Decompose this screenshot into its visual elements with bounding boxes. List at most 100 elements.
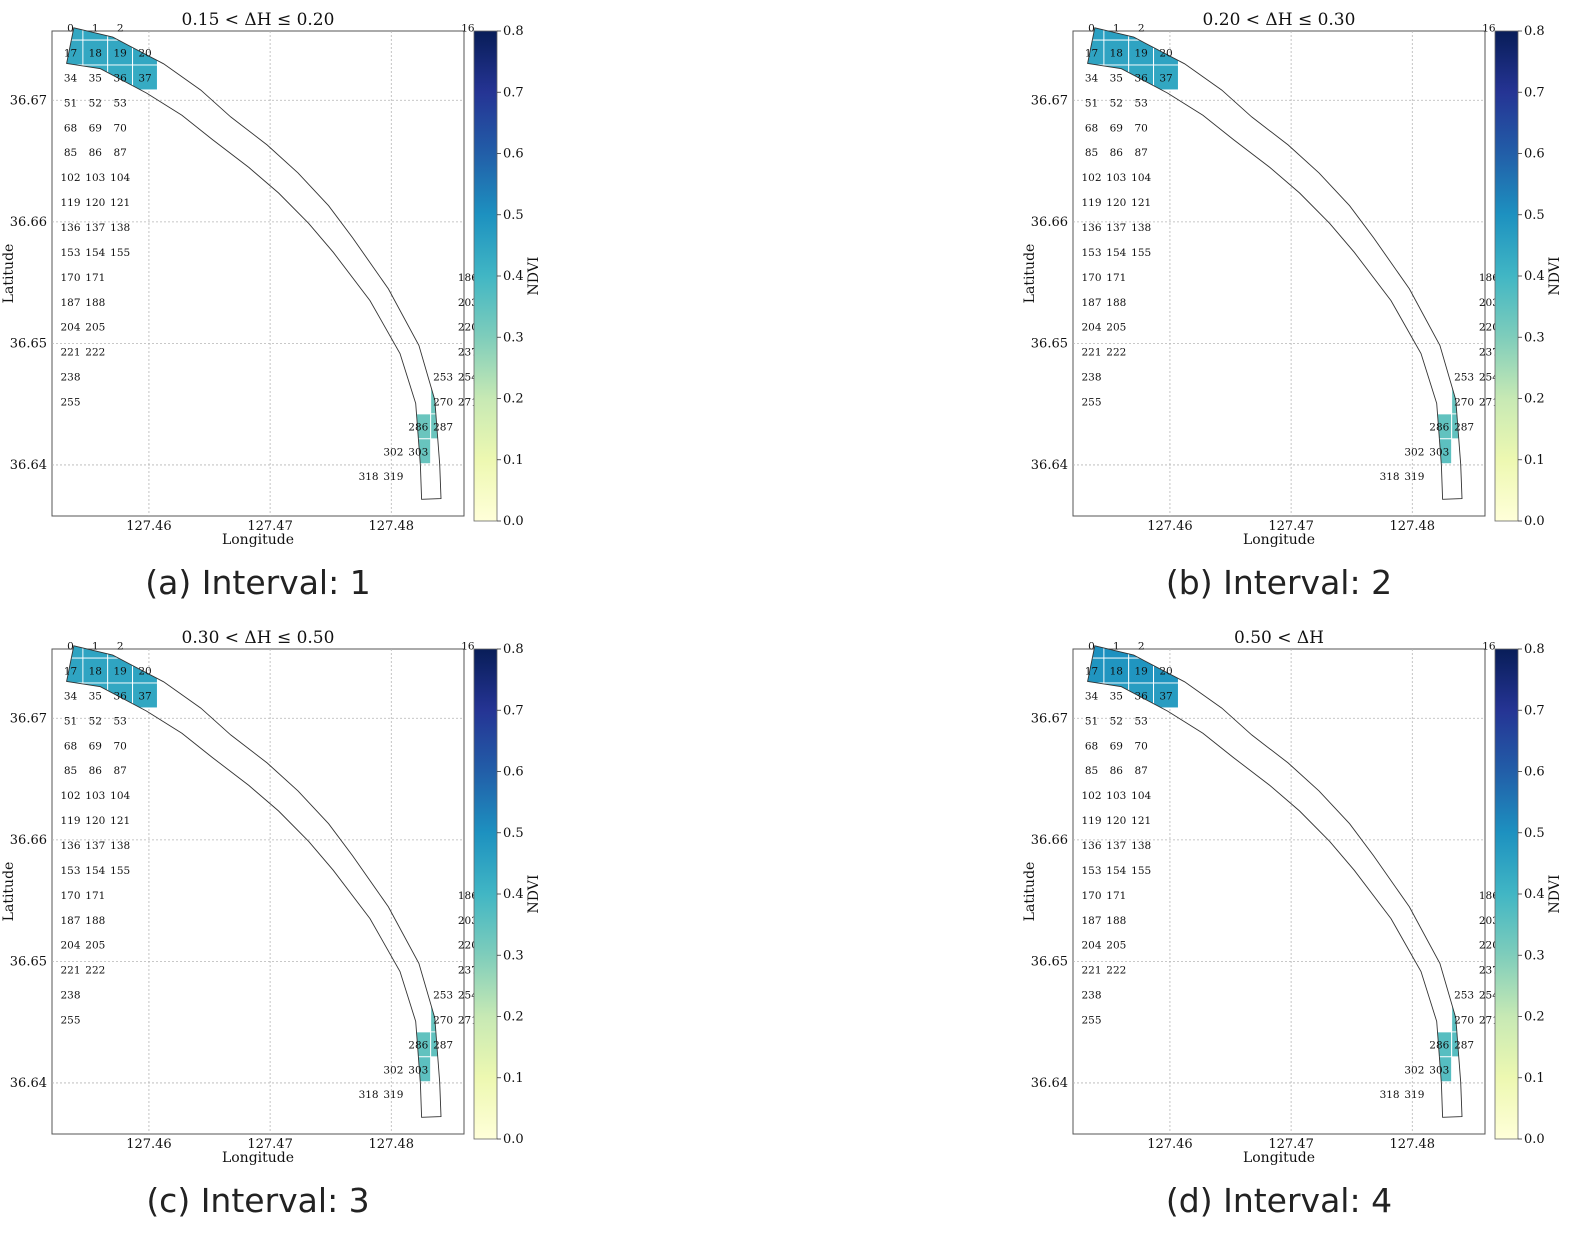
cell-id-label: 121 — [1131, 197, 1151, 209]
cell-id-label: 37 — [1159, 691, 1172, 703]
river-outline — [1087, 645, 1463, 1118]
cell-id-label: 18 — [89, 666, 102, 678]
panel-caption: (b) Interval: 2 — [1165, 563, 1393, 602]
colorbar-tick-label: 0.0 — [503, 1132, 524, 1147]
cell-id-label: 253 — [1454, 372, 1474, 384]
x-tick-label: 127.47 — [247, 1137, 293, 1152]
colorbar-label: NDVI — [526, 875, 542, 914]
cell-id-label: 255 — [60, 396, 80, 408]
cell-id-label: 119 — [1081, 815, 1101, 827]
cell-id-label: 205 — [85, 322, 105, 334]
colorbar-tick-label: 0.2 — [503, 392, 524, 407]
cell-id-label: 186 — [458, 272, 478, 284]
cell-id-label: 102 — [60, 172, 80, 184]
cell-id-label: 120 — [1106, 815, 1126, 827]
ndvi-cell — [1103, 657, 1130, 684]
cell-id-label: 69 — [89, 122, 102, 134]
y-tick-label: 36.64 — [1031, 1076, 1068, 1091]
cell-id-label: 102 — [1081, 790, 1101, 802]
colorbar-tick-label: 0.8 — [1524, 24, 1545, 39]
cell-id-label: 1 — [1113, 641, 1120, 653]
cell-id-label: 17 — [1085, 48, 1098, 60]
colorbar — [473, 30, 498, 522]
colorbar-tick-label: 0.6 — [1524, 765, 1545, 780]
cell-id-label: 153 — [60, 865, 80, 877]
colorbar-tick-label: 0.6 — [503, 147, 524, 162]
panel-caption: (d) Interval: 4 — [1165, 1181, 1393, 1220]
cell-id-label: 238 — [1081, 990, 1101, 1002]
cell-id-label: 1 — [92, 641, 99, 653]
y-axis-label: Latitude — [1, 862, 17, 922]
cell-id-label: 153 — [1081, 247, 1101, 259]
cell-id-label: 138 — [1131, 840, 1151, 852]
cell-id-label: 37 — [138, 691, 151, 703]
cell-id-label: 302 — [1404, 1064, 1424, 1076]
cell-id-label: 203 — [458, 915, 478, 927]
panel-b: 127.46 127.47 127.48 36.64 36.65 36.66 36.67 0 1… — [1021, 0, 1581, 608]
cell-id-label: 1 — [1113, 23, 1120, 35]
cell-id-label: 318 — [359, 1089, 379, 1101]
cell-id-label: 70 — [114, 740, 127, 752]
chart-title: 0.15 < ΔH ≤ 0.20 — [182, 10, 335, 30]
cell-id-label: 51 — [1085, 97, 1098, 109]
cell-id-label: 137 — [85, 840, 105, 852]
cell-id-label: 204 — [60, 322, 80, 334]
x-tick-label: 127.46 — [1147, 519, 1193, 534]
panel-caption: (c) Interval: 3 — [146, 1181, 370, 1220]
cell-id-label: 238 — [60, 372, 80, 384]
colorbar-tick-label: 0.4 — [1524, 269, 1545, 284]
cell-id-label: 188 — [85, 915, 105, 927]
panel-d: 127.46 127.47 127.48 36.64 36.65 36.66 36.67 0 1… — [1021, 618, 1581, 1226]
colorbar-tick-label: 0.3 — [1524, 330, 1545, 345]
x-axis-label: Longitude — [1243, 532, 1315, 548]
x-tick-label: 127.46 — [126, 519, 172, 534]
cell-id-label: 302 — [383, 446, 403, 458]
cell-id-label: 237 — [1479, 347, 1499, 359]
cell-id-label: 287 — [1454, 1039, 1474, 1051]
cell-id-label: 37 — [1159, 73, 1172, 85]
cell-id-label: 222 — [85, 965, 105, 977]
cell-id-label: 270 — [1454, 396, 1474, 408]
chart-title: 0.30 < ΔH ≤ 0.50 — [182, 628, 335, 648]
cell-id-label: 154 — [85, 247, 105, 259]
cell-id-label: 303 — [1429, 446, 1449, 458]
cell-id-label: 17 — [64, 666, 77, 678]
y-tick-label: 36.66 — [1031, 215, 1068, 230]
cell-id-label: 205 — [1106, 322, 1126, 334]
cell-id-label: 85 — [1085, 765, 1098, 777]
cell-id-label: 19 — [114, 666, 127, 678]
colorbar-tick-label: 0.5 — [1524, 826, 1545, 841]
colorbar-tick-label: 0.3 — [503, 948, 524, 963]
colorbar-tick-label: 0.7 — [1524, 85, 1545, 100]
cell-id-label: 187 — [1081, 297, 1101, 309]
cell-id-label: 271 — [458, 1014, 478, 1026]
cell-id-label: 53 — [114, 715, 127, 727]
map-chart: 127.46 127.47 127.48 36.64 36.65 36.66 36.67 0 1… — [1022, 10, 1563, 548]
cell-id-label: 286 — [1429, 421, 1449, 433]
cell-id-label: 287 — [1454, 421, 1474, 433]
colorbar-tick-label: 0.1 — [1524, 453, 1545, 468]
x-axis-label: Longitude — [222, 1150, 294, 1166]
cell-id-label: 205 — [1106, 940, 1126, 952]
colorbar-label: NDVI — [1547, 257, 1563, 296]
x-axis-label: Longitude — [1243, 1150, 1315, 1166]
cell-id-label: 34 — [1085, 73, 1099, 85]
map-chart: 127.46 127.47 127.48 36.64 36.65 36.66 36.67 0 1… — [1022, 628, 1563, 1166]
cell-id-label: 68 — [1085, 740, 1098, 752]
cell-id-label: 17 — [64, 48, 77, 60]
cell-id-label: 87 — [114, 765, 127, 777]
cell-id-label: 19 — [114, 48, 127, 60]
colorbar-tick-label: 0.0 — [503, 514, 524, 529]
cell-id-label: 287 — [433, 421, 453, 433]
cell-id-label: 271 — [1479, 396, 1499, 408]
cell-id-label: 0 — [67, 23, 74, 35]
cell-id-label: 20 — [1159, 48, 1172, 60]
x-tick-label: 127.48 — [369, 1137, 415, 1152]
cell-id-label: 254 — [1479, 372, 1499, 384]
ndvi-cell — [430, 1031, 441, 1058]
cell-id-label: 188 — [1106, 915, 1126, 927]
cell-id-label: 254 — [1479, 990, 1499, 1002]
cell-id-label: 136 — [1081, 840, 1101, 852]
cell-id-label: 119 — [60, 197, 80, 209]
